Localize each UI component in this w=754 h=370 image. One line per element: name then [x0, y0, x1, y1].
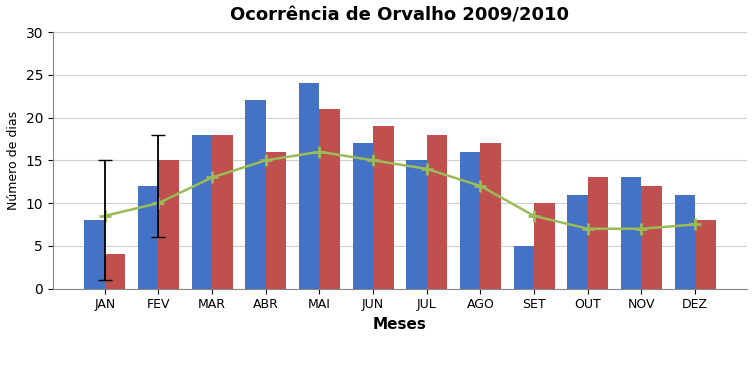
Bar	[642, 186, 662, 289]
Média (1958-2010)	[584, 226, 593, 231]
Bar	[588, 178, 608, 289]
Bar	[480, 143, 501, 289]
Legend: Média (1958-2010), 2009, 2010: Média (1958-2010), 2009, 2010	[241, 367, 558, 370]
Média (1958-2010)	[476, 184, 485, 188]
Bar	[138, 186, 158, 289]
Y-axis label: Número de dias: Número de dias	[7, 111, 20, 210]
Bar	[513, 246, 534, 289]
Média (1958-2010)	[315, 149, 324, 154]
Bar	[299, 83, 320, 289]
Bar	[212, 135, 232, 289]
Média (1958-2010)	[369, 158, 378, 162]
Bar	[534, 203, 554, 289]
Bar	[621, 178, 642, 289]
Bar	[695, 220, 716, 289]
Line: Média (1958-2010): Média (1958-2010)	[99, 145, 701, 235]
Bar	[320, 109, 340, 289]
Bar	[568, 195, 588, 289]
Bar	[353, 143, 373, 289]
Bar	[158, 160, 179, 289]
Bar	[460, 152, 480, 289]
Bar	[192, 135, 212, 289]
Bar	[373, 126, 394, 289]
X-axis label: Meses: Meses	[373, 317, 427, 332]
Média (1958-2010)	[691, 222, 700, 227]
Bar	[427, 135, 447, 289]
Title: Ocorrência de Orvalho 2009/2010: Ocorrência de Orvalho 2009/2010	[231, 7, 569, 25]
Média (1958-2010)	[262, 158, 271, 162]
Bar	[245, 101, 266, 289]
Bar	[675, 195, 695, 289]
Média (1958-2010)	[529, 214, 538, 218]
Bar	[105, 255, 125, 289]
Média (1958-2010)	[154, 201, 163, 205]
Média (1958-2010)	[637, 226, 646, 231]
Média (1958-2010)	[207, 175, 216, 180]
Média (1958-2010)	[100, 214, 109, 218]
Bar	[266, 152, 287, 289]
Bar	[406, 160, 427, 289]
Bar	[84, 220, 105, 289]
Média (1958-2010)	[422, 166, 431, 171]
